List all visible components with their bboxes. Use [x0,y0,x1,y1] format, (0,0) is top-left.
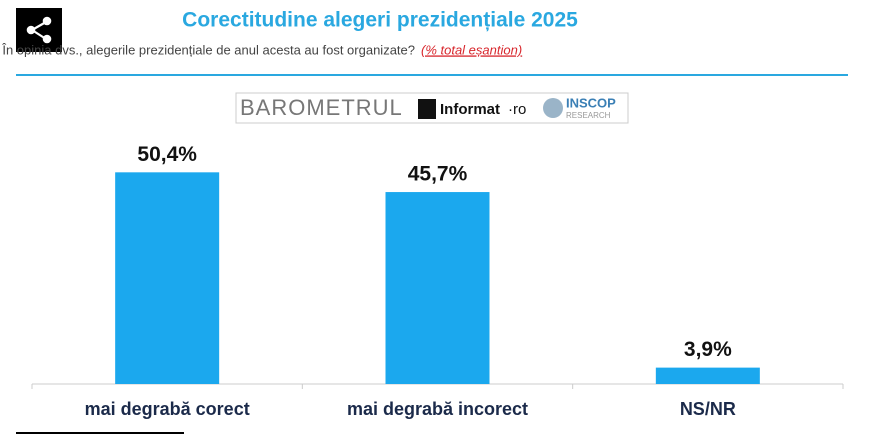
logo-text: BAROMETRUL [240,95,403,120]
bar [655,367,760,384]
subtitle-note: (% total eșantion) [421,42,522,57]
subtitle: În opinia dvs., alegerile prezidențiale … [1,42,415,57]
value-label: 3,9% [684,338,732,361]
share-button[interactable] [16,8,62,52]
bar [115,172,220,384]
x-tick-label: mai degrabă corect [85,399,250,419]
x-tick-label: NS/NR [680,399,736,419]
logo-text: RESEARCH [566,111,611,120]
logo-icon [543,98,563,118]
logo-text: ·ro [508,101,526,118]
logo-text: INSCOP [566,95,616,110]
bar [385,192,490,384]
chart-title: Corectitudine alegeri prezidențiale 2025 [182,9,578,32]
logo-text: Informat [440,101,500,118]
x-tick-label: mai degrabă incorect [347,399,528,419]
value-label: 45,7% [408,163,468,186]
share-icon [26,16,52,44]
value-label: 50,4% [137,143,197,166]
logo-icon [418,99,436,119]
